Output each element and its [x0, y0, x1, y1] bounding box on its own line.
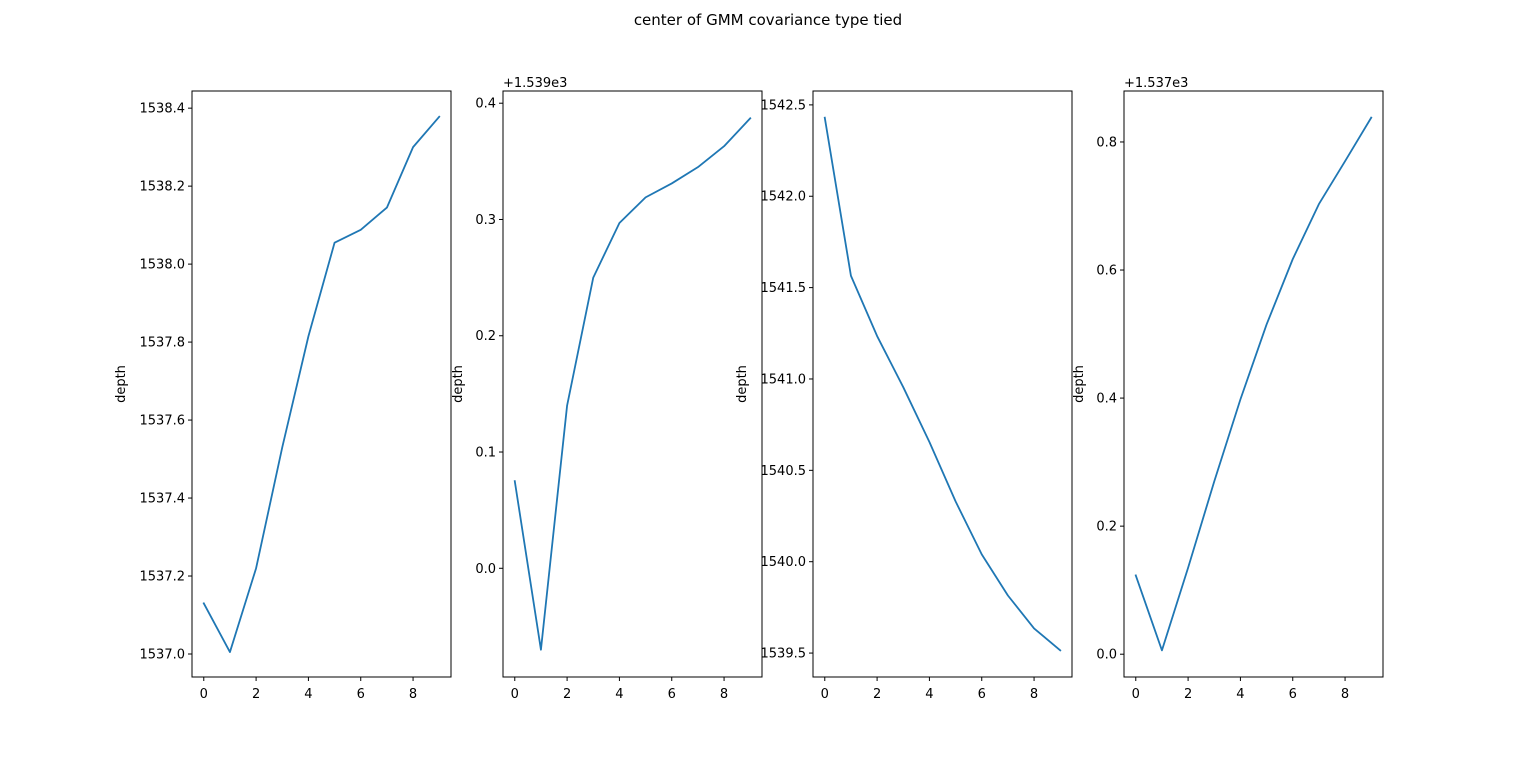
x-tick-label: 0 [200, 687, 208, 702]
subplot-2: 0 2 4 6 8 0.0 0.1 0.2 0.3 0.4 +1.539e3 depth [451, 76, 763, 702]
subplot-1: 0 2 4 6 8 1537.0 1537.2 1537.4 1537.6 1537.8 1538.… [114, 90, 452, 702]
y-tick-label: 0.4 [475, 97, 496, 112]
y-tick-label: 0.6 [1096, 264, 1117, 279]
x-tick-label: 2 [873, 687, 881, 702]
x-tick-label: 2 [252, 687, 260, 702]
x-tick-label: 0 [821, 687, 829, 702]
y-tick-label: 1540.5 [761, 464, 807, 479]
y-tick-label: 1542.0 [761, 190, 807, 205]
y-tick-label: 1541.5 [761, 281, 807, 296]
x-tick-label: 8 [409, 687, 417, 702]
y-offset-label: +1.539e3 [503, 76, 567, 91]
y-tick-label: 1539.5 [761, 647, 807, 662]
x-tick-label: 0 [1132, 687, 1140, 702]
series-line-1 [1134, 116, 1373, 652]
y-tick-label: 0.2 [475, 329, 496, 344]
y-tick-label: 1538.4 [140, 102, 186, 117]
axes-frame [1123, 90, 1384, 678]
series-line-1 [823, 116, 1062, 652]
x-tick-label: 0 [511, 687, 519, 702]
axes-frame [812, 90, 1073, 678]
subplot-3: 0 2 4 6 8 1539.5 1540.0 1540.5 1541.0 1541.5 1542.… [735, 90, 1073, 702]
axes-frame [191, 90, 452, 678]
x-tick-label: 6 [357, 687, 365, 702]
y-axis-label: depth [451, 365, 466, 403]
y-tick-label: 1537.4 [140, 492, 186, 507]
axes-frame [502, 90, 763, 678]
y-tick-label: 1537.0 [140, 647, 186, 662]
y-tick-label: 0.2 [1096, 520, 1117, 535]
y-tick-label: 0.0 [1096, 648, 1117, 663]
x-tick-label: 2 [1184, 687, 1192, 702]
y-tick-label: 1537.8 [140, 336, 186, 351]
x-tick-label: 6 [1289, 687, 1297, 702]
y-tick-label: 0.8 [1096, 135, 1117, 150]
x-tick-label: 4 [1236, 687, 1244, 702]
y-axis-label: depth [735, 365, 750, 403]
y-tick-label: 0.1 [475, 446, 496, 461]
x-tick-label: 8 [1030, 687, 1038, 702]
y-tick-label: 1537.2 [140, 570, 186, 585]
y-tick-label: 1537.6 [140, 414, 186, 429]
y-axis-label: depth [114, 365, 129, 403]
y-tick-label: 1542.5 [761, 98, 807, 113]
x-tick-label: 2 [563, 687, 571, 702]
x-tick-label: 6 [978, 687, 986, 702]
y-tick-label: 1540.0 [761, 555, 807, 570]
x-tick-label: 8 [1341, 687, 1349, 702]
y-tick-label: 1538.0 [140, 258, 186, 273]
x-tick-label: 4 [925, 687, 933, 702]
series-line-1 [202, 115, 441, 653]
series-line-1 [513, 117, 752, 651]
x-tick-label: 4 [615, 687, 623, 702]
y-offset-label: +1.537e3 [1124, 76, 1188, 91]
y-axis-label: depth [1072, 365, 1087, 403]
y-tick-label: 1538.2 [140, 180, 186, 195]
figure-title: center of GMM covariance type tied [633, 11, 903, 29]
y-tick-label: 0.4 [1096, 392, 1117, 407]
y-tick-label: 0.3 [475, 213, 496, 228]
x-tick-label: 8 [720, 687, 728, 702]
y-tick-label: 0.0 [475, 562, 496, 577]
y-tick-label: 1541.0 [761, 372, 807, 387]
subplot-4: 0 2 4 6 8 0.0 0.2 0.4 0.6 0.8 +1.537e3 depth [1072, 76, 1384, 702]
x-tick-label: 4 [304, 687, 312, 702]
x-tick-label: 6 [668, 687, 676, 702]
